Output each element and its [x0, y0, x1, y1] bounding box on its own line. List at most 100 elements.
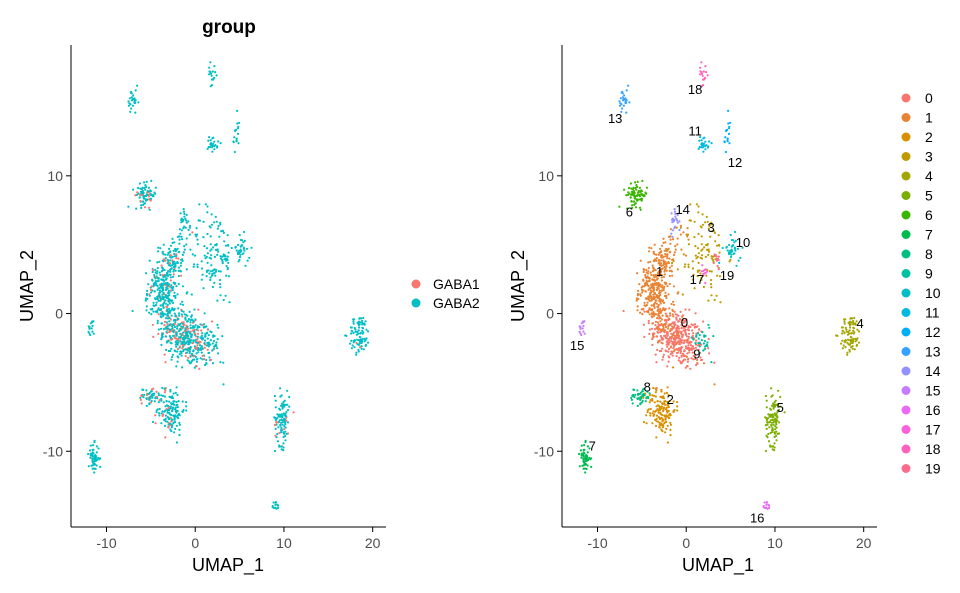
scatter-point	[163, 320, 166, 323]
scatter-point	[656, 348, 659, 351]
scatter-point	[164, 313, 167, 316]
scatter-point	[687, 329, 691, 332]
scatter-point	[92, 452, 95, 455]
scatter-point	[168, 311, 171, 314]
scatter-point	[237, 125, 240, 128]
scatter-point	[667, 355, 670, 358]
scatter-point	[353, 326, 356, 329]
scatter-point	[739, 256, 742, 259]
scatter-point	[215, 146, 219, 149]
scatter-point	[680, 321, 683, 324]
scatter-point	[698, 334, 701, 337]
scatter-point	[147, 190, 150, 193]
scatter-point	[181, 366, 184, 369]
scatter-point	[700, 276, 703, 279]
scatter-point	[583, 320, 586, 323]
scatter-point	[689, 344, 693, 347]
scatter-point	[654, 324, 657, 327]
scatter-point	[282, 435, 285, 439]
scatter-point	[213, 255, 216, 258]
scatter-point	[184, 226, 187, 229]
scatter-point	[702, 274, 705, 277]
scatter-point	[730, 238, 734, 242]
scatter-point	[717, 255, 720, 258]
scatter-point	[769, 445, 772, 448]
scatter-point	[726, 128, 729, 131]
scatter-point	[664, 282, 667, 285]
scatter-point	[697, 348, 700, 351]
scatter-point	[214, 274, 217, 277]
scatter-point	[769, 420, 772, 423]
scatter-point	[645, 280, 648, 283]
scatter-point	[156, 298, 159, 301]
scatter-point	[677, 349, 681, 352]
scatter-point	[209, 270, 212, 273]
scatter-point	[652, 386, 655, 390]
scatter-point	[276, 432, 279, 436]
scatter-point	[150, 390, 153, 393]
scatter-point	[633, 388, 636, 391]
scatter-point	[173, 252, 176, 256]
scatter-point	[662, 264, 665, 267]
scatter-point	[638, 392, 642, 396]
scatter-point	[180, 334, 183, 337]
scatter-point	[695, 339, 698, 342]
scatter-point	[363, 337, 366, 340]
scatter-point	[361, 327, 365, 330]
scatter-point	[361, 329, 364, 332]
scatter-point	[657, 409, 660, 412]
scatter-point	[146, 289, 149, 292]
legend-label: 6	[925, 207, 933, 223]
scatter-point	[694, 245, 697, 248]
legend-key	[901, 171, 911, 181]
scatter-point	[655, 253, 658, 256]
scatter-point	[660, 318, 664, 321]
scatter-point	[362, 316, 365, 320]
scatter-point	[142, 191, 145, 194]
scatter-point	[669, 242, 672, 245]
scatter-point	[657, 253, 660, 256]
scatter-point	[620, 110, 623, 113]
scatter-point	[650, 247, 653, 250]
scatter-point	[219, 257, 222, 260]
scatter-point	[209, 276, 212, 279]
scatter-point	[150, 313, 153, 316]
scatter-point	[127, 205, 130, 208]
scatter-point	[680, 324, 683, 327]
scatter-point	[704, 65, 707, 68]
scatter-point	[842, 344, 845, 347]
scatter-point	[239, 253, 242, 256]
scatter-point	[181, 315, 184, 318]
scatter-point	[271, 504, 274, 508]
scatter-point	[702, 142, 706, 145]
scatter-point	[675, 355, 678, 358]
scatter-point	[169, 299, 172, 302]
x-axis-title: UMAP_1	[682, 555, 754, 576]
scatter-point	[657, 314, 660, 317]
scatter-point	[688, 351, 691, 354]
scatter-point	[228, 301, 231, 304]
scatter-point	[144, 297, 147, 300]
scatter-point	[583, 467, 587, 470]
scatter-point	[157, 392, 160, 395]
scatter-point	[357, 350, 360, 353]
scatter-point	[680, 339, 684, 342]
scatter-point	[212, 78, 215, 81]
scatter-point	[713, 231, 717, 234]
scatter-point	[640, 288, 644, 291]
scatter-point	[684, 254, 688, 257]
scatter-point	[683, 326, 686, 329]
scatter-point	[222, 383, 225, 386]
scatter-point	[687, 243, 691, 246]
scatter-point	[146, 198, 149, 201]
scatter-point	[148, 208, 151, 211]
scatter-point	[174, 294, 177, 297]
legend-label: 10	[925, 285, 941, 301]
scatter-point	[852, 327, 856, 330]
scatter-point	[284, 423, 287, 426]
scatter-point	[649, 407, 652, 411]
scatter-point	[670, 337, 673, 340]
scatter-point	[285, 416, 288, 419]
scatter-point	[168, 424, 172, 427]
legend-key	[901, 249, 911, 259]
